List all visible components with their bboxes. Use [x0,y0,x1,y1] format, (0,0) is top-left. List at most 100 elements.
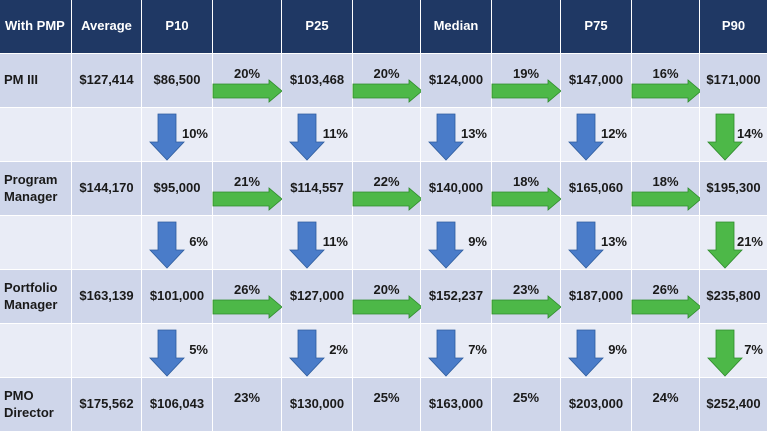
salary-value: $163,000 [421,378,492,432]
spacer-cell [0,324,72,378]
salary-value: $95,000 [142,162,213,216]
spacer-cell [353,108,421,162]
right-arrow-icon [631,79,702,103]
percent-change-vertical: 21% [700,216,768,270]
right-arrow-icon [491,79,562,103]
percent-change-vertical: 13% [561,216,632,270]
row-label: Portfolio Manager [0,270,72,324]
percent-change-horizontal: 23% [213,378,282,432]
down-arrow-icon [149,113,185,161]
salary-value: $127,000 [282,270,353,324]
spacer-cell [0,216,72,270]
row-label: PMO Director [0,378,72,432]
spacer-cell [632,324,700,378]
down-arrow-icon [149,329,185,377]
header-cell: Average [72,0,142,54]
salary-value: $203,000 [561,378,632,432]
header-cell [632,0,700,54]
right-arrow-icon [352,295,423,319]
salary-value: $165,060 [561,162,632,216]
header-cell: P90 [700,0,768,54]
header-cell [213,0,282,54]
header-cell: P25 [282,0,353,54]
row-label: Program Manager [0,162,72,216]
right-arrow-icon [491,295,562,319]
down-arrow-icon [428,113,464,161]
spacer-cell [353,216,421,270]
salary-value: $195,300 [700,162,768,216]
down-arrow-icon [289,329,325,377]
percent-change-vertical: 9% [421,216,492,270]
down-arrow-icon [568,113,604,161]
down-arrow-icon [289,221,325,269]
spacer-cell [213,216,282,270]
spacer-cell [213,324,282,378]
salary-value: $86,500 [142,54,213,108]
percent-change-vertical: 5% [142,324,213,378]
spacer-cell [492,216,561,270]
down-arrow-icon [289,113,325,161]
down-arrow-icon [707,113,743,161]
spacer-cell [632,216,700,270]
salary-value: $140,000 [421,162,492,216]
spacer-cell [72,324,142,378]
salary-value: $101,000 [142,270,213,324]
down-arrow-icon [707,329,743,377]
spacer-cell [213,108,282,162]
salary-value: $171,000 [700,54,768,108]
header-cell [353,0,421,54]
down-arrow-icon [149,221,185,269]
down-arrow-icon [568,329,604,377]
salary-value: $130,000 [282,378,353,432]
percent-change-vertical: 13% [421,108,492,162]
percent-change-horizontal: 22% [352,162,423,216]
header-cell: P75 [561,0,632,54]
percent-change-horizontal: 19% [491,54,562,108]
percent-change-horizontal: 18% [631,162,702,216]
salary-value: $106,043 [142,378,213,432]
percent-change-vertical: 9% [561,324,632,378]
percent-change-vertical: 7% [421,324,492,378]
right-arrow-icon [491,187,562,211]
average-value: $175,562 [72,378,142,432]
percent-change-vertical: 12% [561,108,632,162]
percent-change-horizontal: 16% [631,54,702,108]
percent-change-horizontal: 18% [491,162,562,216]
header-cell: P10 [142,0,213,54]
header-label: With PMP [0,0,72,54]
down-arrow-icon [707,221,743,269]
percent-change-vertical: 2% [282,324,353,378]
average-value: $163,139 [72,270,142,324]
percent-change-horizontal: 23% [491,270,562,324]
salary-value: $252,400 [700,378,768,432]
salary-value: $235,800 [700,270,768,324]
spacer-cell [0,108,72,162]
percent-change-vertical: 11% [282,216,353,270]
header-cell: Median [421,0,492,54]
right-arrow-icon [212,79,283,103]
right-arrow-icon [352,79,423,103]
salary-value: $147,000 [561,54,632,108]
salary-value: $124,000 [421,54,492,108]
percent-change-horizontal: 20% [212,54,283,108]
salary-value: $114,557 [282,162,353,216]
spacer-cell [492,108,561,162]
spacer-cell [72,108,142,162]
right-arrow-icon [631,295,702,319]
average-value: $144,170 [72,162,142,216]
percent-change-horizontal: 24% [632,378,700,432]
percent-change-horizontal: 20% [352,54,423,108]
percent-change-horizontal: 25% [353,378,421,432]
down-arrow-icon [568,221,604,269]
percent-change-vertical: 11% [282,108,353,162]
percent-change-horizontal: 20% [352,270,423,324]
spacer-cell [72,216,142,270]
right-arrow-icon [212,187,283,211]
right-arrow-icon [631,187,702,211]
percent-change-horizontal: 21% [212,162,283,216]
percent-change-vertical: 7% [700,324,768,378]
percent-change-horizontal: 26% [631,270,702,324]
percent-change-vertical: 14% [700,108,768,162]
spacer-cell [632,108,700,162]
row-label: PM III [0,54,72,108]
